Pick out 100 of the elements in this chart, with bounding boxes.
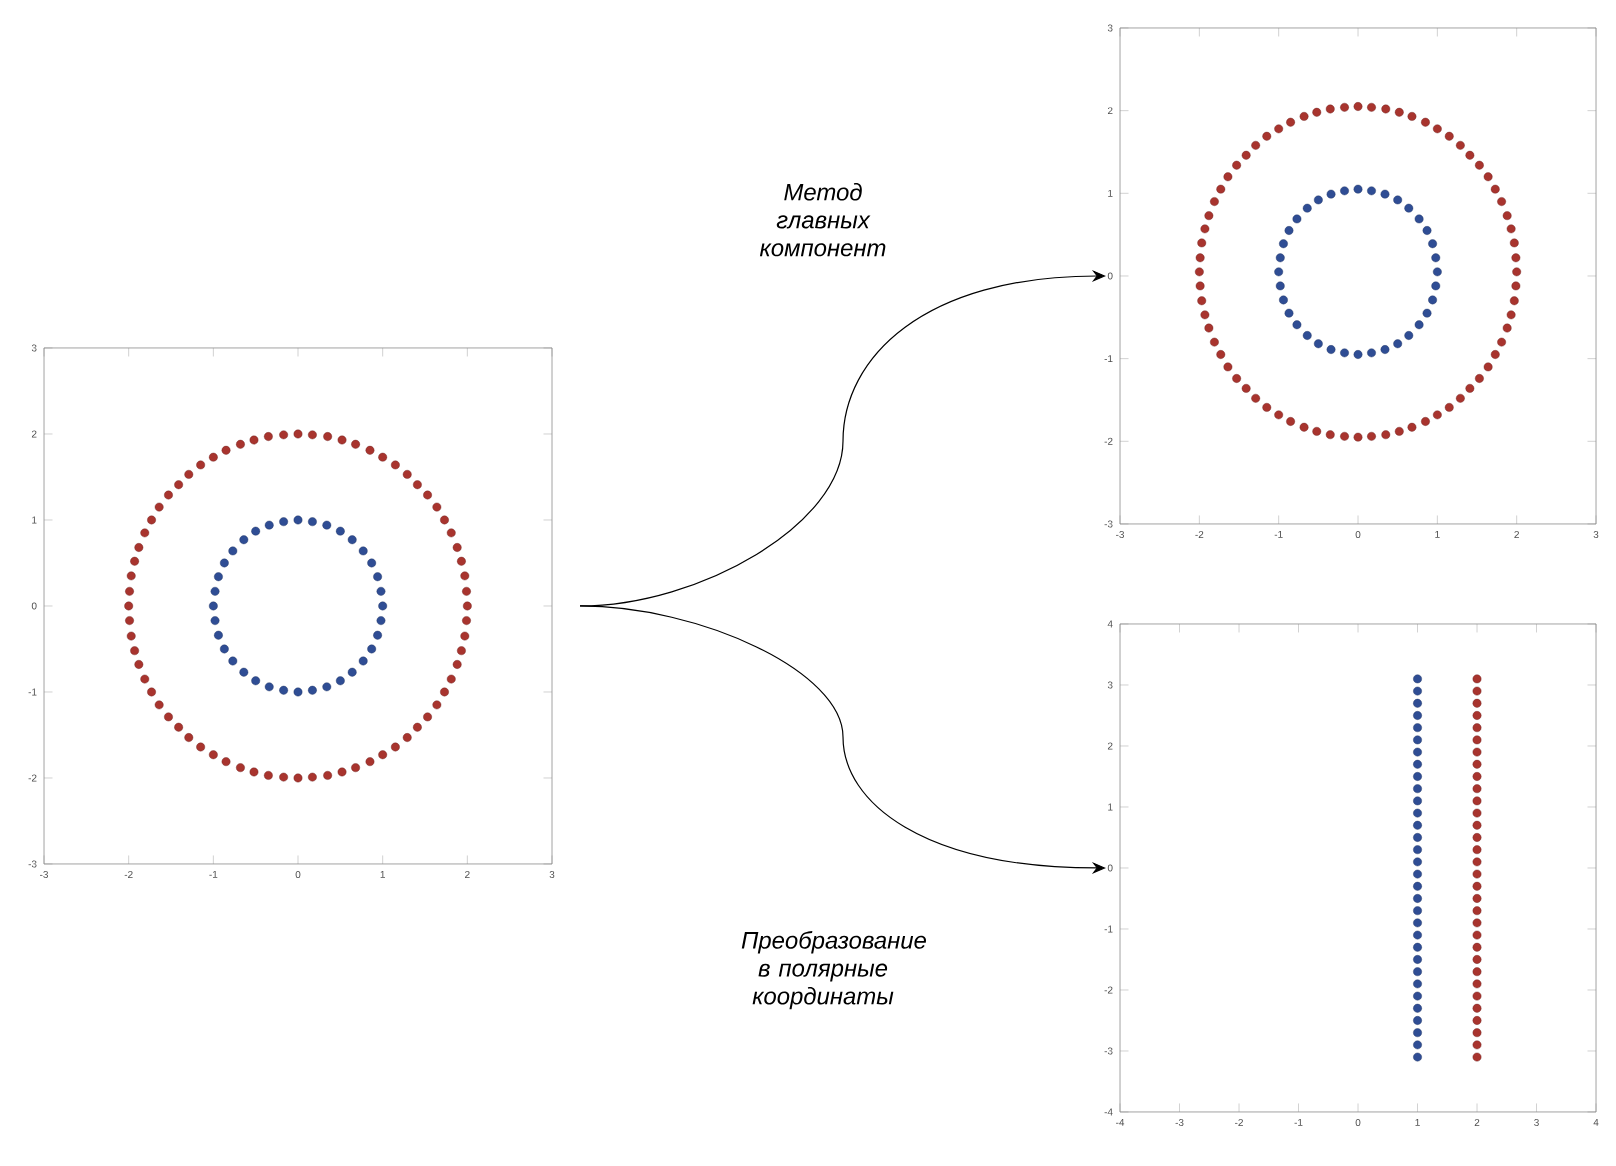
point [1413, 942, 1422, 952]
point [376, 616, 386, 625]
point [1279, 295, 1288, 305]
point [1313, 195, 1323, 205]
point [1284, 308, 1294, 318]
point [1413, 686, 1422, 696]
point [1413, 881, 1422, 891]
point [1413, 979, 1422, 989]
point [251, 676, 261, 686]
point [1275, 281, 1285, 291]
point [1413, 674, 1422, 684]
point [1413, 711, 1422, 720]
point [1292, 320, 1302, 330]
point [1413, 796, 1422, 806]
point [1472, 857, 1482, 867]
point [1413, 759, 1422, 769]
point [1413, 991, 1422, 1001]
point [1302, 331, 1312, 340]
point [1380, 189, 1390, 199]
point [251, 526, 261, 536]
point [1472, 674, 1482, 684]
point [264, 682, 274, 692]
point [1326, 345, 1336, 354]
point [335, 676, 345, 686]
point [210, 616, 220, 625]
point [1326, 189, 1336, 199]
point [1404, 203, 1414, 213]
point [1432, 267, 1442, 277]
point [367, 558, 377, 568]
point [1472, 698, 1482, 708]
point [1472, 1028, 1482, 1038]
point [1413, 967, 1422, 977]
text: Метод главных компонент [759, 183, 886, 257]
point [1472, 1016, 1482, 1025]
point [1292, 214, 1302, 224]
point [239, 535, 249, 545]
point [322, 520, 332, 530]
point [1414, 214, 1424, 224]
point [1367, 348, 1376, 358]
point [1413, 1016, 1422, 1025]
point [1413, 857, 1422, 867]
point [1413, 747, 1422, 757]
point [322, 682, 332, 692]
point [1472, 772, 1482, 781]
point [1472, 723, 1482, 733]
point [1428, 239, 1437, 249]
point [347, 535, 357, 545]
point [308, 685, 317, 695]
point [1472, 1040, 1482, 1050]
point [1413, 820, 1422, 830]
point [208, 601, 218, 611]
point [1393, 195, 1403, 205]
point [1275, 253, 1285, 263]
point [264, 520, 274, 530]
point [1413, 845, 1422, 855]
point [1422, 308, 1432, 318]
point [293, 687, 303, 697]
point [1413, 1040, 1422, 1050]
point [1472, 991, 1482, 1001]
point [1472, 808, 1482, 818]
point [1414, 320, 1424, 330]
point [335, 526, 345, 536]
point [1472, 967, 1482, 977]
point [1353, 350, 1363, 359]
point [1472, 869, 1482, 879]
point [1431, 281, 1441, 291]
point [1472, 833, 1482, 842]
point [279, 517, 288, 527]
point [210, 586, 220, 596]
point [1284, 226, 1294, 235]
point [1472, 979, 1482, 989]
point [1413, 869, 1422, 879]
point [1380, 345, 1390, 354]
point [1404, 331, 1414, 340]
point [228, 546, 238, 556]
point [1472, 894, 1482, 903]
point [1413, 772, 1422, 781]
point [1340, 186, 1349, 196]
point [1413, 723, 1422, 733]
point [1413, 906, 1422, 916]
point [1340, 348, 1349, 358]
point [1422, 226, 1432, 235]
point [239, 667, 249, 677]
point [1313, 339, 1323, 349]
point [1413, 894, 1422, 903]
point [1413, 1052, 1422, 1062]
text: Преобразование в полярные координаты [741, 931, 926, 1010]
point [219, 644, 229, 654]
point [279, 685, 288, 695]
point [1413, 918, 1422, 928]
point [1472, 711, 1482, 720]
point [373, 572, 382, 582]
point [358, 656, 368, 666]
point [1413, 930, 1422, 940]
point [1413, 698, 1422, 708]
point [1472, 686, 1482, 696]
point [1472, 918, 1482, 928]
point [1431, 253, 1441, 263]
point [308, 517, 317, 527]
point [1367, 186, 1376, 196]
